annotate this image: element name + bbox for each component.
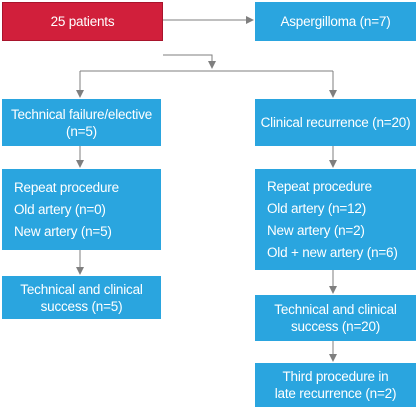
right-success-line-2: success (n=20) (290, 319, 381, 334)
third-procedure-box: Third procedure in late recurrence (n=2) (255, 363, 416, 407)
left-success-box: Technical and clinical success (n=5) (2, 276, 161, 319)
right-success-line-1: Technical and clinical (274, 302, 397, 317)
aspergilloma-label: Aspergilloma (n=7) (280, 14, 391, 29)
technical-failure-line-2: (n=5) (66, 123, 97, 139)
left-repeat-line-3: New artery (n=5) (14, 223, 112, 239)
third-procedure-line-2: late recurrence (n=2) (274, 386, 397, 401)
clinical-recurrence-label: Clinical recurrence (n=20) (260, 115, 411, 130)
start-box: 25 patients (2, 2, 163, 41)
right-repeat-line-3: New artery (n=2) (267, 222, 365, 238)
arrow-to-split (163, 54, 216, 69)
right-success-box: Technical and clinical success (n=20) (255, 295, 416, 341)
right-repeat-procedure-box: Repeat procedure Old artery (n=12) New a… (255, 169, 416, 270)
technical-failure-line-1: Technical failure/elective (10, 106, 153, 122)
third-procedure-line-1: Third procedure in (282, 369, 389, 384)
right-repeat-line-2: Old artery (n=12) (267, 200, 367, 216)
left-repeat-procedure-box: Repeat procedure Old artery (n=0) New ar… (2, 169, 161, 250)
technical-failure-box: Technical failure/elective (n=5) (2, 99, 161, 146)
start-label: 25 patients (50, 14, 115, 29)
left-success-line-1: Technical and clinical (20, 281, 143, 297)
right-repeat-line-4: Old + new artery (n=6) (267, 244, 398, 260)
aspergilloma-box: Aspergilloma (n=7) (255, 2, 416, 41)
left-success-line-2: success (n=5) (40, 298, 123, 314)
right-repeat-line-1: Repeat procedure (267, 178, 372, 194)
left-repeat-line-2: Old artery (n=0) (14, 201, 106, 217)
clinical-recurrence-box: Clinical recurrence (n=20) (255, 99, 416, 146)
left-repeat-line-1: Repeat procedure (14, 179, 119, 195)
